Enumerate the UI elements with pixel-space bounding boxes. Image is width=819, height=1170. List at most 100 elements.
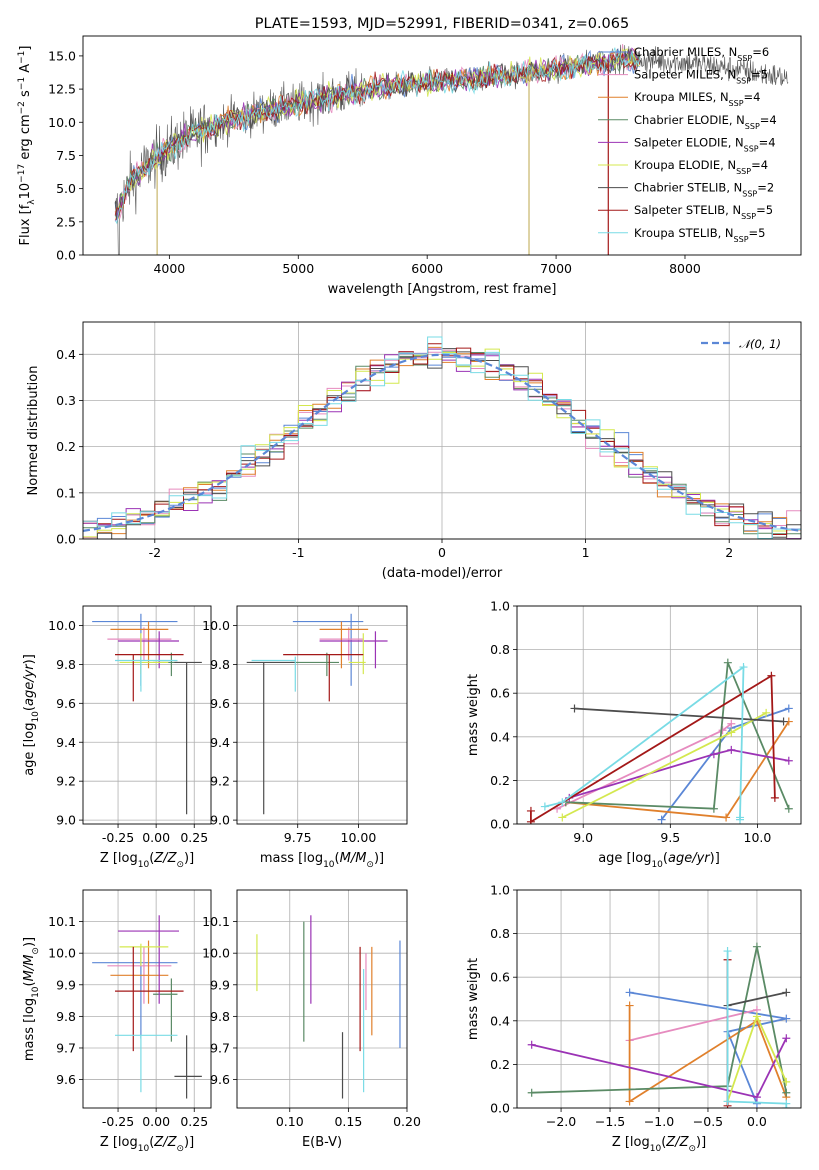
grid-lines bbox=[83, 606, 211, 824]
y-axis-label-part: age [log bbox=[22, 723, 37, 776]
x-axis-label-part: ( bbox=[149, 1135, 154, 1150]
x-axis-label-part: Z/Z bbox=[665, 1135, 689, 1150]
y-tick-label: 9.2 bbox=[56, 774, 76, 789]
x-tick-label: −1.0 bbox=[644, 1114, 674, 1129]
weight-marker bbox=[752, 942, 761, 951]
weight-line bbox=[629, 991, 787, 1104]
x-axis-label-part: Z [log bbox=[100, 1135, 138, 1150]
y-axis-label-part: ] bbox=[18, 46, 33, 51]
fit-salpeter-stelib bbox=[115, 946, 184, 1052]
axes-frame bbox=[82, 889, 212, 1109]
x-tick-label: 9.0 bbox=[573, 830, 593, 845]
y-tick-label: 9.6 bbox=[210, 696, 230, 711]
y-axis-label-part: λ bbox=[27, 199, 37, 205]
legend-entry-text: Chabrier ELODIE, N bbox=[634, 113, 745, 127]
weights-kroupa-miles bbox=[561, 717, 793, 822]
x-axis-label-part: M/M bbox=[340, 851, 367, 866]
plot-area bbox=[246, 613, 388, 815]
y-axis-label-part: ⊙ bbox=[31, 947, 41, 955]
axes-age_vs_mass: 9.75 10.00 9.0 9.2 9.4 9.6 9.8 10.0 mass [log10(… bbox=[202, 605, 408, 870]
y-tick-label: 0.0 bbox=[56, 532, 76, 547]
x-axis-label-part: ⊙ bbox=[176, 860, 184, 870]
weight-marker bbox=[784, 804, 793, 813]
x-axis-label-part: )] bbox=[184, 851, 194, 866]
x-tick-label: 4000 bbox=[153, 261, 185, 276]
plot-area bbox=[527, 942, 791, 1108]
axes-frame bbox=[516, 889, 802, 1109]
x-tick-label: −2.0 bbox=[546, 1114, 576, 1129]
weight-line bbox=[727, 991, 787, 1007]
x-axis-label-part: Z/Z bbox=[153, 1135, 177, 1150]
y-axis-label-part: −2 bbox=[17, 101, 27, 114]
plot-area bbox=[83, 336, 801, 539]
legend-entry-n: =5 bbox=[756, 203, 773, 217]
x-axis-label: E(B-V) bbox=[302, 1135, 342, 1150]
weight-marker bbox=[570, 704, 579, 713]
y-tick-label: 10.1 bbox=[48, 914, 76, 929]
weight-marker bbox=[527, 1088, 536, 1097]
legend-entry: Salpeter STELIB, NSSP=5 bbox=[634, 203, 773, 221]
x-axis-label-part: )] bbox=[184, 1135, 194, 1150]
histogram-kroupa-stelib bbox=[83, 336, 801, 539]
plot-area bbox=[92, 915, 202, 1099]
weight-marker bbox=[723, 1097, 732, 1106]
weight-marker bbox=[762, 708, 771, 717]
fit-kroupa-elodie bbox=[348, 633, 366, 675]
y-tick-label: 1.0 bbox=[490, 599, 510, 614]
weight-marker bbox=[782, 1014, 791, 1023]
weight-marker bbox=[625, 1097, 634, 1106]
x-tick-label: -0.25 bbox=[102, 830, 134, 845]
x-tick-label: 7000 bbox=[540, 261, 572, 276]
axes-mass_vs_Z: -0.25 0.00 0.259.69.79.89.910.010.1Z [log1… bbox=[22, 889, 212, 1154]
x-axis-label-part: ( bbox=[149, 851, 154, 866]
weight-line bbox=[565, 662, 790, 810]
y-tick-label: 9.9 bbox=[56, 977, 76, 992]
x-axis-label-part: ⊙ bbox=[176, 1144, 184, 1154]
legend-entry-n: =4 bbox=[751, 158, 768, 172]
model-spectrum-kroupa-elodie bbox=[114, 47, 640, 213]
y-axis-label-part: Flux [f bbox=[18, 204, 33, 245]
x-axis-label-part: 10 bbox=[138, 860, 150, 870]
x-axis-label-part: Z/Z bbox=[153, 851, 177, 866]
weight-marker bbox=[558, 813, 567, 822]
x-axis-label-part: )] bbox=[710, 851, 720, 866]
y-tick-label: 0.6 bbox=[490, 686, 510, 701]
weights-salpeter-miles bbox=[553, 719, 736, 813]
legend-entry: Kroupa MILES, NSSP=4 bbox=[634, 90, 760, 108]
legend-entry-text: Salpeter MILES, N bbox=[634, 68, 736, 82]
weight-marker bbox=[625, 1001, 634, 1010]
x-tick-label: 0.25 bbox=[180, 1114, 208, 1129]
x-tick-label: 9.75 bbox=[284, 830, 312, 845]
axes-frame bbox=[82, 605, 212, 825]
x-axis-label-part: age/yr bbox=[668, 851, 711, 866]
weight-marker bbox=[709, 750, 718, 759]
y-tick-label: 9.6 bbox=[210, 1072, 230, 1087]
y-tick-label: 10.0 bbox=[48, 946, 76, 961]
legend-entry-n: =5 bbox=[749, 226, 766, 240]
legend-entry-text: Kroupa MILES, N bbox=[634, 90, 729, 104]
grid-lines bbox=[83, 890, 211, 1108]
y-tick-label: 10.1 bbox=[202, 914, 230, 929]
legend-entry-sub: SSP bbox=[736, 167, 751, 176]
x-axis-label-part: age [log bbox=[598, 851, 651, 866]
y-tick-label: 9.0 bbox=[210, 813, 230, 828]
x-axis-label-part: 10 bbox=[138, 1144, 150, 1154]
y-axis-label: mass [log10(M/M⊙)] bbox=[22, 937, 41, 1061]
y-tick-label: 0.6 bbox=[490, 970, 510, 985]
y-tick-label: 0.2 bbox=[490, 1057, 510, 1072]
y-tick-label: 0.3 bbox=[56, 393, 76, 408]
y-tick-label: 0.8 bbox=[490, 926, 510, 941]
y-tick-label: 1.0 bbox=[490, 883, 510, 898]
y-axis-label: mass weight bbox=[466, 958, 481, 1040]
y-axis-label-part: −1 bbox=[17, 77, 27, 90]
y-tick-label: 9.8 bbox=[56, 1009, 76, 1024]
y-tick-label: 0.1 bbox=[56, 485, 76, 500]
x-axis-label: Z [log10(Z/Z⊙)] bbox=[100, 851, 194, 870]
axes-mass_vs_ebv: 0.10 0.15 0.20 9.6 9.7 9.8 9.9 10.0 10.1 E(B-V) bbox=[202, 889, 421, 1150]
y-tick-label: 9.6 bbox=[56, 696, 76, 711]
plot-area bbox=[114, 44, 789, 255]
weight-marker bbox=[752, 1012, 761, 1021]
weights-chabrier-miles bbox=[657, 704, 793, 824]
model-spectrum-chabrier-stelib bbox=[114, 48, 641, 221]
